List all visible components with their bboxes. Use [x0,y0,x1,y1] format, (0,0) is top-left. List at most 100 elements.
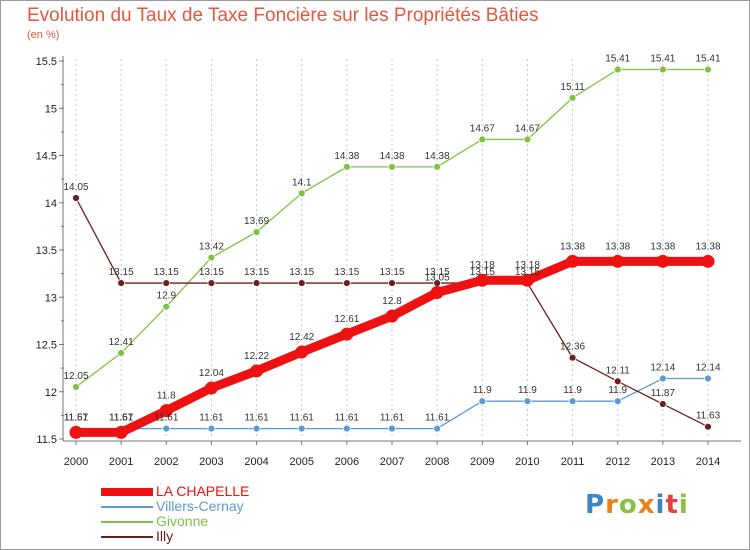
data-point [613,65,622,74]
data-label: 13.18 [470,260,495,271]
data-label: 11.63 [696,411,721,422]
data-point [295,345,309,359]
data-label: 14.67 [470,123,495,134]
x-tick-label: 2005 [289,456,313,468]
axes: 11.5 12 12.5 13 13.5 14 14.5 15 15.5 2000 2001 2002… [36,56,741,468]
y-tick-label: 13 [45,292,57,304]
x-tick-label: 2006 [335,456,359,468]
data-point [69,425,83,439]
y-tick-label: 15 [45,103,57,115]
data-label: 15.41 [605,54,630,65]
data-point [72,194,80,202]
data-label: 12.14 [695,363,720,374]
data-label: 11.61 [425,413,450,424]
data-point [566,254,580,268]
data-label: 12.61 [334,314,359,325]
data-point [523,397,532,406]
data-label: 12.22 [244,351,269,362]
x-tick-label: 2009 [470,456,494,468]
data-label: 11.61 [244,413,269,424]
x-tick-label: 2007 [380,456,404,468]
x-tick-label: 2014 [696,456,720,468]
data-point [658,400,667,408]
data-label: 11.61 [199,413,224,424]
data-point [250,364,264,378]
data-label: 12.36 [560,342,585,353]
x-tick-label: 2008 [425,456,449,468]
data-point [475,273,489,287]
data-label: 13.15 [109,267,134,278]
data-label: 12.41 [109,337,134,348]
data-label: 12.9 [157,291,177,302]
data-label: 13.15 [425,267,450,278]
data-label: 11.57 [64,412,89,423]
y-tick-label: 14 [45,198,57,210]
data-label: 14.38 [379,151,404,162]
legend-swatch [101,506,153,508]
data-point [704,374,712,383]
data-label: 12.14 [650,363,675,374]
data-point [162,302,171,311]
x-tick-label: 2011 [561,456,585,468]
x-tick-label: 2002 [154,456,178,468]
data-label: 11.87 [651,388,676,399]
y-tick-label: 12 [45,387,57,399]
data-label: 13.38 [650,241,675,252]
data-point [207,424,216,433]
y-tick-label: 11.5 [36,434,57,446]
legend-label: LA CHAPELLE [156,483,250,499]
data-point [568,93,577,102]
data-labels: 11.61 11.61 11.61 11.61 11.61 11.61 11.61 11.61… [63,54,720,424]
data-point [297,279,306,287]
logo-letter: P [585,490,606,520]
data-label: 12.04 [199,368,224,379]
y-tick-label: 14.5 [36,151,57,163]
x-tick-label: 2012 [605,456,629,468]
data-label: 13.15 [244,267,269,278]
data-label: 11.57 [109,412,134,423]
data-label: 13.15 [199,267,224,278]
legend-label: Givonne [156,513,209,529]
y-tick-label: 12.5 [36,340,57,352]
data-label: 13.05 [425,273,450,284]
data-label: 14.38 [425,151,450,162]
data-point [478,397,487,406]
logo-letter: r [605,490,619,520]
data-label: 15.41 [695,54,720,65]
x-tick-label: 2013 [651,456,675,468]
data-point [342,424,351,433]
data-point [252,424,261,433]
x-tick-label: 2010 [515,456,539,468]
data-point [568,397,577,406]
chart-title: Evolution du Taux de Taxe Foncière sur l… [27,5,539,26]
data-label: 12.05 [63,371,88,382]
data-label: 13.42 [199,242,224,253]
data-label: 13.38 [560,241,585,252]
x-tick-label: 2003 [199,456,223,468]
data-label: 12.8 [382,296,402,307]
legend-swatch [101,488,153,496]
data-point [72,383,80,391]
data-label: 11.61 [335,413,360,424]
data-point [704,422,712,431]
legend-swatch [101,521,153,523]
data-point [117,349,126,357]
logo-letter: i [655,490,666,520]
data-point [297,424,306,433]
data-label: 11.61 [154,413,179,424]
data-point [568,353,577,362]
data-point [388,279,396,287]
data-point [433,424,442,433]
data-point [114,425,128,439]
data-label: 11.61 [109,413,134,424]
data-label: 14.1 [292,177,312,188]
data-point [704,65,712,74]
data-point [204,381,218,395]
legend-label: Villers-Cernay [156,498,244,514]
data-label: 11.8 [157,391,176,402]
data-label: 13.15 [334,267,359,278]
data-label: 13.69 [244,216,269,227]
data-point [342,162,351,171]
data-label: 14.38 [334,151,359,162]
